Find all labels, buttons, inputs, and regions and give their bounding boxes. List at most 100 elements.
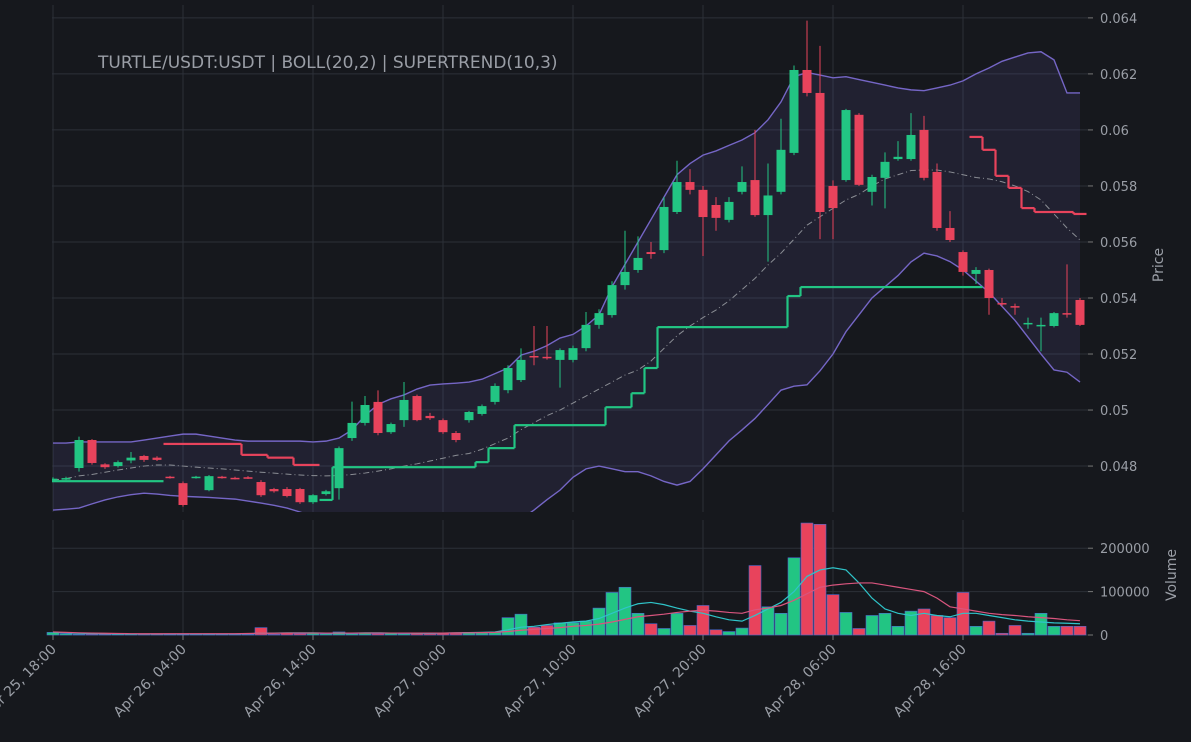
volume-bar [371,633,385,636]
candle-body [126,457,136,461]
candle-body [659,206,669,251]
volume-bar [540,625,554,636]
candle-body [217,476,227,479]
volume-bar [891,626,905,636]
volume-bar [1073,626,1087,636]
volume-bar [930,615,944,636]
volume-bar [813,524,827,636]
volume-bar [839,612,853,636]
candle-body [386,424,396,433]
candle-body [373,401,383,434]
candle-body [87,440,97,463]
candle-body [334,448,344,489]
bollinger-middle [52,169,1081,481]
candle-body [1023,322,1033,325]
candle-body [789,69,799,153]
volume-bar [852,628,866,636]
candle-body [243,477,253,479]
candle-body [737,182,747,192]
y-tick-label: 0 [1100,629,1108,644]
candle-body [984,269,994,298]
y-tick-label: 0.054 [1100,292,1137,307]
candle-body [412,396,422,421]
candle-body [724,201,734,220]
volume-bar [514,613,528,636]
candle-body [490,385,500,402]
volume-bar [748,565,762,636]
volume-bar [579,620,593,636]
y-tick-label: 200000 [1100,542,1150,557]
volume-bar [1008,625,1022,636]
candle-body [906,134,916,160]
candle-body [321,491,331,495]
volume-bar [319,633,333,636]
candle-body [945,227,955,241]
y-tick-label: 0.052 [1100,348,1137,363]
candle-body [607,285,617,316]
candle-body [230,477,240,480]
y-tick-label: 0.06 [1100,124,1129,139]
bollinger-lower [52,252,1081,512]
candle-body [152,457,162,460]
volume-bar [735,627,749,636]
candle-body [581,324,591,349]
volume-bar [722,631,736,636]
candle-body [672,182,682,213]
candle-body [646,252,656,255]
volume-bar [865,615,879,636]
candle-body [399,399,409,421]
chart-title: TURTLE/USDT:USDT | BOLL(20,2) | SUPERTRE… [97,53,558,73]
candle-body [347,422,357,439]
candle-body [971,269,981,274]
volume-bar [241,634,255,636]
y-tick-label: 0.05 [1100,404,1129,419]
volume-bar [709,629,723,636]
volume-bar [553,622,567,636]
candle-body [165,476,175,479]
volume-bar [449,632,463,636]
candle-body [308,495,318,503]
candle-body [61,478,71,480]
candle-body [997,303,1007,305]
volume-bar [631,613,645,636]
candle-body [425,415,435,419]
volume-bar [969,626,983,636]
candle-body [958,252,968,272]
candle-body [633,257,643,270]
price-panel [52,20,1087,512]
volume-bar [397,633,411,636]
candle-body [1010,306,1020,308]
volume-bar [787,557,801,636]
volume-bar [982,620,996,636]
candle-body [568,348,578,360]
volume-bar [293,633,307,636]
volume-bar [644,623,658,636]
candle-body [451,433,461,441]
volume-bar [800,522,814,636]
candle-body [464,412,474,421]
bollinger-upper [53,51,1080,444]
candle-body [295,489,305,503]
volume-bar [917,608,931,636]
y-tick-label: 0.064 [1100,12,1137,27]
candle-body [776,149,786,192]
volume-bar [1060,626,1074,636]
volume-bar [618,586,632,636]
volume-bar [995,632,1009,636]
y-tick-label: 0.048 [1100,460,1137,475]
candle-body [503,368,513,391]
volume-bar [1034,613,1048,636]
candle-body [52,478,58,481]
volume-bar [1021,632,1035,636]
volume-bar [904,610,918,636]
volume-bar [1047,626,1061,636]
candle-body [204,476,214,491]
candle-body [1062,313,1072,315]
volume-bar [683,625,697,636]
volume-bar [423,633,437,636]
candle-body [711,204,721,218]
y-tick-label: 0.056 [1100,236,1137,251]
y-tick-label: 100000 [1100,586,1150,601]
volume-bar [267,633,281,636]
